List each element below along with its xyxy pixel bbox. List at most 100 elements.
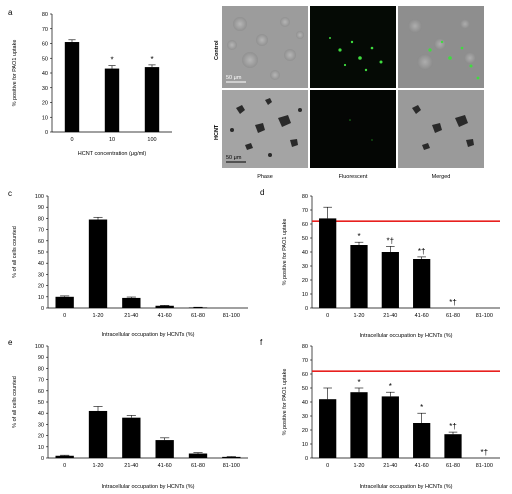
x-tick-label: 21-40 <box>383 313 397 319</box>
y-tick-label: 60 <box>42 42 48 48</box>
y-tick-label: 90 <box>38 205 44 211</box>
bar <box>88 219 108 308</box>
x-tick-label: 1-20 <box>353 463 364 469</box>
bar <box>222 456 241 458</box>
y-tick-label: 30 <box>38 422 44 428</box>
x-tick-label: 10 <box>109 137 115 143</box>
y-tick-label: 50 <box>42 56 48 62</box>
x-tick-label: 0 <box>326 313 329 319</box>
y-tick-label: 20 <box>38 284 44 290</box>
bar <box>444 434 462 458</box>
y-axis-title: % positive for PAO1 uptake <box>282 369 288 436</box>
bar <box>413 259 431 308</box>
significance-marker: *† <box>418 247 426 256</box>
significance-marker: * <box>420 403 423 412</box>
y-tick-label: 60 <box>302 372 308 378</box>
microscopy-grid: 50 μm 50 μm Control HCNT Phase Fluoresce… <box>214 6 484 180</box>
y-tick-label: 10 <box>38 295 44 301</box>
bar <box>319 218 337 308</box>
bar <box>319 399 337 458</box>
bar <box>55 296 74 308</box>
y-tick-label: 70 <box>38 228 44 234</box>
y-tick-label: 20 <box>302 428 308 434</box>
y-tick-label: 80 <box>38 366 44 372</box>
bar <box>104 68 120 132</box>
y-tick-label: 70 <box>302 208 308 214</box>
y-tick-label: 60 <box>38 239 44 245</box>
bar <box>381 252 399 308</box>
y-tick-label: 50 <box>38 400 44 406</box>
significance-marker: *† <box>481 448 489 457</box>
panel-label-c: c <box>8 189 12 198</box>
scale-bar-label-hcnt: 50 μm <box>226 155 242 161</box>
panel-label-a: a <box>8 8 13 17</box>
y-axis-title: % of all cells counted <box>12 226 18 278</box>
control-merged-cells <box>408 19 476 70</box>
y-tick-label: 30 <box>42 86 48 92</box>
significance-marker: * <box>389 382 392 391</box>
x-tick-label: 41-60 <box>415 313 429 319</box>
y-tick-label: 30 <box>38 272 44 278</box>
control-merged-signal <box>428 40 480 80</box>
x-axis-title: Intracellular occupation by HCNTs (%) <box>102 484 195 490</box>
x-tick-label: 41-60 <box>158 313 172 319</box>
y-tick-label: 40 <box>302 250 308 256</box>
x-tick-label: 21-40 <box>124 313 138 319</box>
y-tick-label: 80 <box>302 344 308 350</box>
significance-marker: * <box>150 55 153 64</box>
chart-d: 0 10 20 30 40 50 60 70 80 0 * 1-20 *† 21-40 *† 41-60 *† 6… <box>282 194 500 339</box>
significance-marker: * <box>110 56 113 65</box>
y-tick-label: 50 <box>302 386 308 392</box>
y-axis-title: % positive for PAO1 uptake <box>12 40 18 107</box>
y-tick-label: 0 <box>305 306 308 312</box>
x-tick-label: 0 <box>63 463 66 469</box>
y-tick-label: 100 <box>35 344 44 350</box>
x-tick-label: 61-80 <box>446 313 460 319</box>
x-axis-title: Intracellular occupation by HCNTs (%) <box>102 332 195 338</box>
y-tick-label: 20 <box>38 434 44 440</box>
bar <box>88 410 108 458</box>
y-tick-label: 20 <box>302 278 308 284</box>
y-tick-label: 90 <box>38 355 44 361</box>
significance-marker: *† <box>449 422 457 431</box>
bar <box>144 67 160 132</box>
x-axis-title: HCNT concentration (μg/ml) <box>78 151 147 157</box>
x-tick-label: 61-80 <box>191 463 205 469</box>
hcnt-phase-aggregates <box>230 98 302 157</box>
y-axis-title: % positive for PAO1 uptake <box>282 219 288 286</box>
x-tick-label: 0 <box>70 137 73 143</box>
x-tick-label: 61-80 <box>446 463 460 469</box>
y-tick-label: 50 <box>302 236 308 242</box>
y-tick-label: 10 <box>38 445 44 451</box>
hcnt-fluorescent-signal <box>349 119 373 141</box>
bar <box>381 396 399 458</box>
scale-bar-label-control: 50 μm <box>226 75 242 81</box>
y-tick-label: 10 <box>42 115 48 121</box>
y-tick-label: 50 <box>38 250 44 256</box>
y-tick-label: 60 <box>302 222 308 228</box>
control-phase-cells <box>227 17 304 80</box>
x-tick-label: 81-100 <box>476 313 493 319</box>
y-tick-label: 40 <box>38 261 44 267</box>
x-axis-title: Intracellular occupation by HCNTs (%) <box>360 333 453 339</box>
y-tick-label: 0 <box>41 306 44 312</box>
x-tick-label: 21-40 <box>383 463 397 469</box>
chart-f: 0 10 20 30 40 50 60 70 80 0 * 1-20 * 21-40 * 41-60 *† 61-… <box>282 344 500 490</box>
x-axis-title: Intracellular occupation by HCNTs (%) <box>360 484 453 490</box>
col-label-phase: Phase <box>257 174 273 180</box>
x-tick-label: 0 <box>63 313 66 319</box>
y-tick-label: 30 <box>302 414 308 420</box>
x-tick-label: 1-20 <box>92 313 103 319</box>
y-tick-label: 10 <box>302 442 308 448</box>
x-tick-label: 41-60 <box>415 463 429 469</box>
bar <box>155 305 174 308</box>
y-tick-label: 0 <box>41 456 44 462</box>
bar <box>55 455 74 458</box>
bar <box>413 423 431 458</box>
y-tick-label: 40 <box>302 400 308 406</box>
y-tick-label: 0 <box>305 456 308 462</box>
row-label-control: Control <box>214 40 220 60</box>
x-tick-label: 41-60 <box>158 463 172 469</box>
bar <box>350 245 368 308</box>
chart-c: 0 10 20 30 40 50 60 70 80 90 100 0 1-20 21-40 41-60 61-… <box>12 194 248 338</box>
